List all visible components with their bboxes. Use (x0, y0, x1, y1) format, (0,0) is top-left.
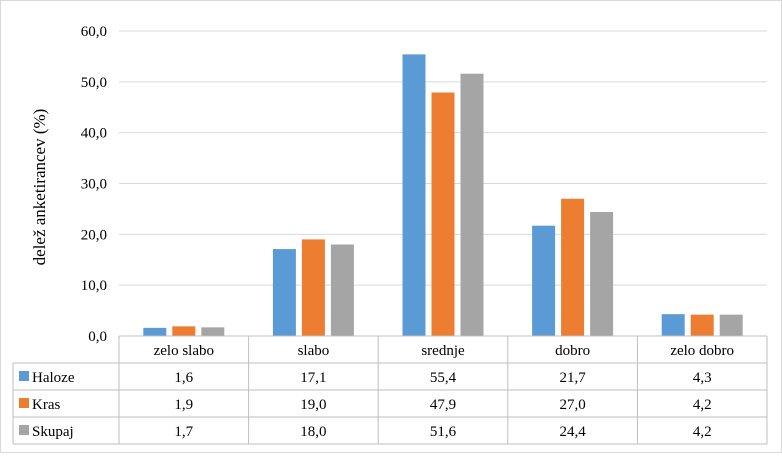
data-table: zelo slabo slabo srednje dobro zelo dobro Hal… (12, 335, 768, 445)
data-label: 27,0 (559, 397, 585, 413)
legend-label: Kras (32, 397, 60, 413)
y-tick-label: 40,0 (81, 126, 107, 142)
data-label: 51,6 (430, 424, 457, 440)
bar (272, 249, 296, 336)
category-label: srednje (421, 343, 465, 359)
bar (661, 314, 685, 336)
bar (301, 239, 325, 336)
bar (143, 327, 167, 336)
bar (431, 92, 455, 336)
category-label: dobro (555, 343, 590, 359)
legend-label: Haloze (32, 370, 75, 386)
legend-label: Skupaj (32, 424, 74, 440)
bar (172, 326, 196, 336)
bar (690, 314, 714, 336)
data-label: 1,7 (174, 424, 193, 440)
legend-swatch (19, 398, 29, 408)
data-label: 24,4 (559, 424, 586, 440)
data-label: 47,9 (430, 397, 456, 413)
category-label: slabo (298, 343, 330, 359)
y-tick-label: 10,0 (81, 278, 107, 294)
bar (719, 314, 743, 336)
bar (402, 54, 426, 337)
bar (590, 211, 614, 336)
y-tick-label: 60,0 (81, 24, 107, 40)
bar (561, 198, 585, 336)
y-tick-label: 30,0 (81, 177, 107, 193)
y-tick-label: 0,0 (88, 329, 107, 345)
category-label: zelo dobro (670, 343, 734, 359)
data-label: 1,9 (174, 397, 193, 413)
data-label: 55,4 (430, 370, 457, 386)
legend-swatch (19, 425, 29, 435)
bars (143, 54, 743, 337)
bar (330, 244, 354, 336)
data-label: 19,0 (300, 397, 326, 413)
category-label: zelo slabo (154, 343, 214, 359)
y-tick-label: 50,0 (81, 75, 107, 91)
y-tick-label: 20,0 (81, 227, 107, 243)
data-label: 17,1 (300, 370, 326, 386)
data-label: 1,6 (174, 370, 193, 386)
data-label: 18,0 (300, 424, 326, 440)
bar (532, 225, 556, 336)
data-label: 4,3 (693, 370, 712, 386)
data-label: 4,2 (693, 424, 712, 440)
bar (460, 73, 484, 336)
y-axis-ticks: 0,0 10,0 20,0 30,0 40,0 50,0 60,0 (81, 24, 107, 345)
data-label: 21,7 (559, 370, 586, 386)
y-axis-title: delež anketirancev (%) (30, 109, 49, 266)
legend-swatch (19, 371, 29, 381)
bar (201, 327, 225, 336)
data-label: 4,2 (693, 397, 712, 413)
